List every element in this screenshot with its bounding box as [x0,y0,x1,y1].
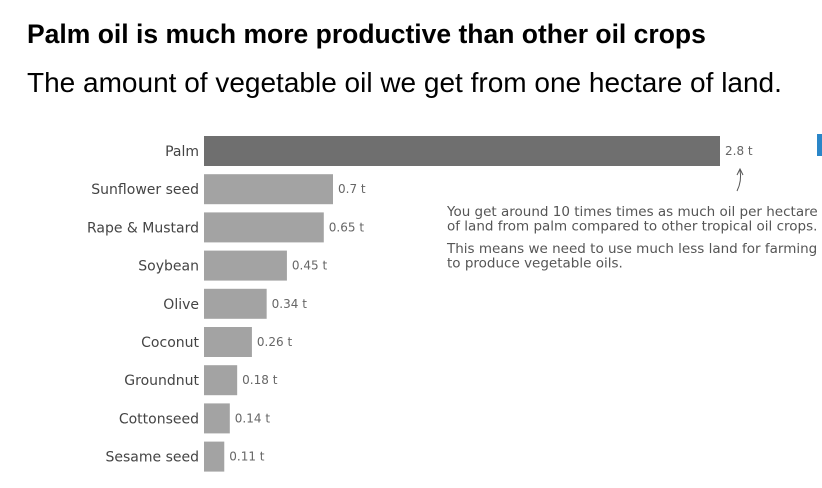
bar [204,365,238,396]
value-label: 0.18 t [242,373,278,387]
category-label: Groundnut [124,373,199,389]
arrow-head [736,167,744,176]
value-label: 0.7 t [338,182,366,196]
bar [204,136,720,166]
chart-title: Palm oil is much more productive than ot… [27,19,706,49]
annotation: You get around 10 times times as much oi… [446,167,818,272]
bar [204,250,287,281]
category-label: Olive [163,297,199,313]
bar [204,288,267,319]
category-label: Sunflower seed [91,182,199,198]
annotation-line: of land from palm compared to other trop… [447,219,817,235]
value-label: 2.8 t [725,144,753,158]
category-label: Soybean [138,259,199,275]
value-label: 0.34 t [272,297,308,311]
category-label: Coconut [141,335,199,351]
chart-subtitle: The amount of vegetable oil we get from … [27,67,782,98]
annotation-arrow [736,169,742,192]
category-label: Sesame seed [106,450,199,466]
category-label: Palm [165,144,199,160]
bars-layer: Palm 2.8 t Sunflower seed 0.7 t Rape & Musta… [87,136,753,472]
bar [204,174,333,205]
category-label: Rape & Mustard [87,220,199,236]
bar [204,327,252,357]
edge-marker [817,134,822,156]
bar [204,403,230,434]
category-label: Cottonseed [119,411,199,427]
annotation-line: to produce vegetable oils. [447,256,623,272]
bar-chart: Palm 2.8 t Sunflower seed 0.7 t Rape & Musta… [87,136,818,472]
value-label: 0.11 t [229,450,265,464]
value-label: 0.14 t [235,411,271,425]
bar [204,441,225,472]
annotation-line: This means we need to use much less land… [446,241,817,257]
bar [204,212,324,243]
value-label: 0.65 t [329,220,365,234]
value-label: 0.26 t [257,335,293,349]
value-label: 0.45 t [292,259,328,273]
annotation-line: You get around 10 times times as much oi… [446,204,818,220]
